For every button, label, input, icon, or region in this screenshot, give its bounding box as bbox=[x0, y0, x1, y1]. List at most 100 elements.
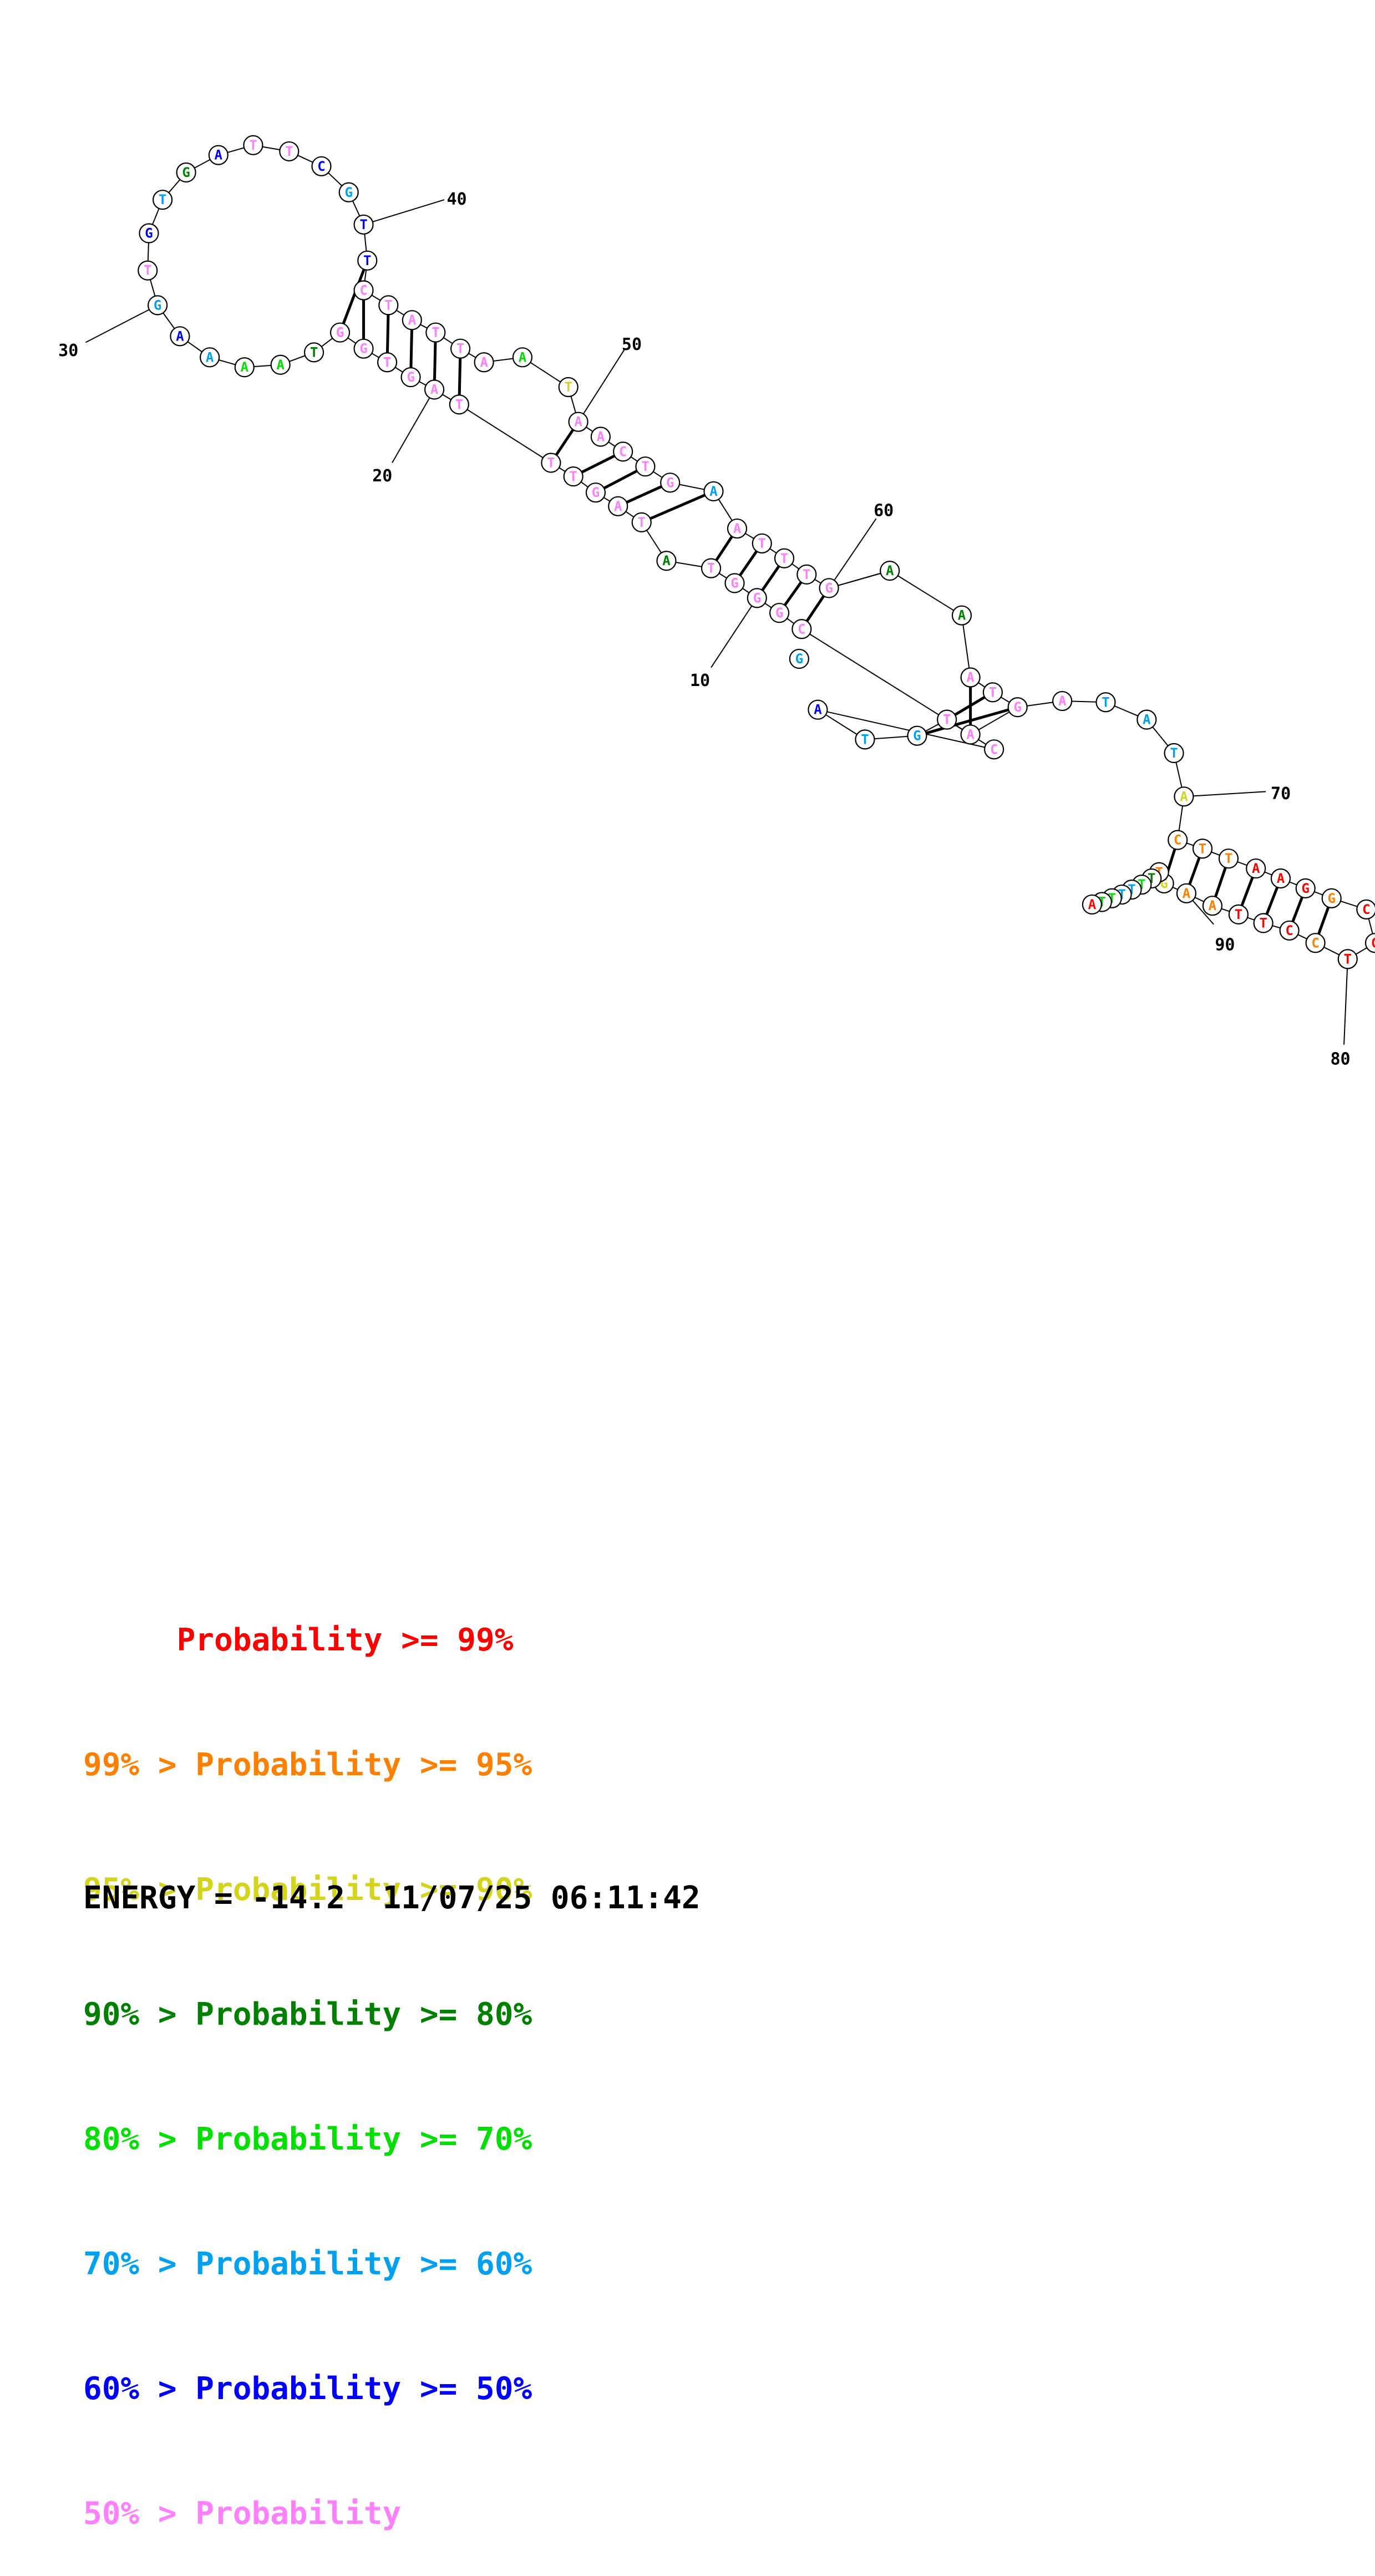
backbone-segment bbox=[818, 709, 995, 750]
nucleotide-circle bbox=[635, 456, 656, 477]
nucleotide-circle bbox=[982, 682, 1003, 703]
nucleotide: T bbox=[635, 456, 656, 477]
nucleotide-circle bbox=[656, 551, 677, 571]
legend-prefix: 80% > bbox=[83, 2121, 196, 2157]
nucleotide-letter: T bbox=[249, 138, 257, 153]
nucleotide: A bbox=[608, 496, 628, 516]
nucleotide-letter: T bbox=[432, 325, 439, 341]
nucleotide-circle bbox=[353, 214, 374, 235]
nucleotide-letter: A bbox=[1183, 886, 1191, 901]
nucleotide: T bbox=[378, 295, 399, 316]
nucleotide-circle bbox=[208, 145, 229, 165]
nucleotide-letter: A bbox=[733, 521, 742, 536]
nucleotide-circle bbox=[1082, 894, 1102, 915]
tick-line bbox=[577, 349, 625, 423]
nucleotide-letter: T bbox=[285, 144, 293, 159]
nucleotide-circle bbox=[1321, 888, 1342, 908]
nucleotide: T bbox=[303, 342, 324, 363]
tick-label: 60 bbox=[874, 501, 894, 521]
nucleotide-circle bbox=[727, 518, 748, 539]
nucleotide-circle bbox=[1218, 848, 1239, 869]
nucleotide-circle bbox=[357, 250, 378, 271]
nucleotide-circle bbox=[568, 411, 588, 432]
nucleotide-letter: G bbox=[407, 369, 414, 385]
nucleotide-letter: T bbox=[707, 561, 715, 576]
nucleotide-letter: A bbox=[408, 312, 417, 328]
nucleotide: A bbox=[808, 699, 828, 720]
nucleotide: G bbox=[747, 588, 767, 608]
nucleotide-letter: T bbox=[637, 515, 645, 530]
nucleotide-letter: T bbox=[803, 567, 810, 582]
nucleotide: G bbox=[789, 648, 809, 669]
nucleotide-circle bbox=[724, 573, 745, 593]
nucleotide-circle bbox=[808, 699, 828, 720]
nucleotide: A bbox=[568, 411, 588, 432]
nucleotide-letter: T bbox=[564, 379, 572, 395]
nucleotide-circle bbox=[1228, 904, 1249, 924]
probability-legend: Probability >= 99% 99% > Probability >= … bbox=[83, 1536, 532, 2576]
nucleotide-letter: T bbox=[159, 192, 166, 207]
nucleotide-circle bbox=[1305, 933, 1326, 953]
nucleotide-circle bbox=[303, 342, 324, 363]
nucleotide: G bbox=[353, 338, 374, 359]
legend-prefix: 99% > bbox=[83, 1747, 196, 1783]
nucleotide-circle bbox=[608, 496, 628, 516]
nucleotide-circle bbox=[960, 724, 981, 745]
nucleotide-letter: T bbox=[1344, 951, 1352, 967]
nucleotide-circle bbox=[329, 322, 351, 343]
nucleotide: G bbox=[660, 472, 681, 493]
nucleotide: T bbox=[796, 564, 817, 585]
nucleotide-circle bbox=[425, 322, 446, 343]
nucleotide-letter: A bbox=[814, 702, 822, 718]
nucleotide-circle bbox=[752, 533, 772, 554]
nucleotide-letter: G bbox=[145, 226, 153, 241]
nucleotide-circle bbox=[170, 326, 190, 347]
nucleotide-letter: G bbox=[344, 185, 352, 200]
nucleotide: A bbox=[727, 518, 748, 539]
nucleotide: T bbox=[774, 548, 795, 568]
base-pair-line bbox=[641, 490, 714, 524]
nucleotide-letter: T bbox=[1235, 907, 1242, 922]
nucleotide-letter: T bbox=[310, 344, 318, 360]
nucleotide-letter: T bbox=[1199, 841, 1206, 856]
nucleotide-circle bbox=[1202, 896, 1223, 916]
nucleotide-circle bbox=[377, 352, 398, 373]
nucleotide-letter: T bbox=[359, 217, 367, 232]
legend-text: Probability >= 60% bbox=[195, 2246, 532, 2282]
nucleotide-letter: T bbox=[384, 297, 392, 313]
nucleotide-letter: T bbox=[989, 684, 997, 700]
nucleotide-circle bbox=[984, 739, 1004, 760]
nucleotide-letter: G bbox=[795, 651, 803, 667]
nucleotide: A bbox=[474, 352, 494, 373]
nucleotide-circle bbox=[613, 441, 633, 462]
nucleotide-circle bbox=[1164, 743, 1184, 764]
nucleotide-circle bbox=[791, 619, 812, 639]
nucleotide: T bbox=[1337, 949, 1358, 969]
nucleotide: T bbox=[1164, 743, 1184, 764]
nucleotide: T bbox=[855, 729, 875, 750]
nucleotide: T bbox=[450, 338, 471, 359]
backbone-segment bbox=[829, 570, 890, 589]
nucleotide: T bbox=[558, 377, 579, 398]
nucleotide: A bbox=[1202, 896, 1223, 916]
tick-label: 30 bbox=[58, 341, 78, 360]
nucleotide-letter: A bbox=[709, 484, 718, 499]
nucleotide: C bbox=[1279, 920, 1300, 941]
nucleotide-letter: A bbox=[1058, 693, 1067, 709]
nucleotide: A bbox=[208, 145, 229, 165]
tick-line bbox=[1184, 791, 1266, 797]
legend-prefix: 50% > bbox=[83, 2496, 196, 2532]
nucleotide-circle bbox=[1253, 913, 1273, 933]
tick-labels: 10 20 30 40 50 60 70 80 90 bbox=[58, 190, 1350, 1069]
nucleotide: G bbox=[907, 725, 927, 746]
nucleotide-circle bbox=[338, 182, 359, 202]
tick-line bbox=[1343, 959, 1348, 1045]
nucleotide-letter: T bbox=[383, 354, 391, 370]
nucleotide: A bbox=[1136, 709, 1157, 730]
nucleotide-circle bbox=[1295, 878, 1316, 898]
nucleotide-letter: A bbox=[276, 357, 285, 373]
nucleotide-circle bbox=[152, 190, 173, 210]
nucleotide-letter: G bbox=[182, 165, 190, 180]
